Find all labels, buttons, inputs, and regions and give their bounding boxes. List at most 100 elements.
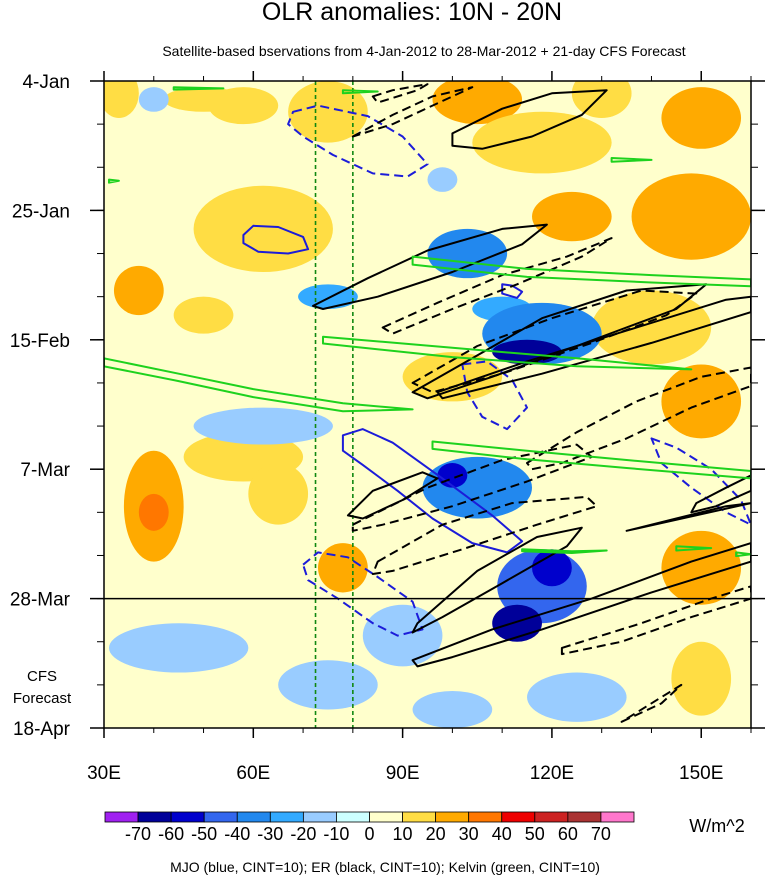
er-contour (411, 542, 751, 668)
colorbar-swatch (302, 811, 337, 823)
chart-title: OLR anomalies: 10N - 20N (262, 0, 562, 26)
anomaly-blob (183, 352, 323, 402)
er-contour (436, 295, 751, 400)
er-contour (312, 223, 548, 310)
y-tick-label: 4-Jan (22, 72, 70, 93)
anomaly-blob (173, 296, 234, 334)
axis-ticks: 30E 60E 90E 120E 150E 4-Jan 25-Jan 15-Feb 7-Mar 2… (10, 71, 765, 784)
anomaly-blob (631, 173, 751, 260)
colorbar-label: 30 (459, 824, 479, 844)
y-tick-label: 7-Mar (20, 460, 70, 481)
colorbar-units: W/m^2 (689, 816, 744, 836)
er-contour (625, 502, 751, 532)
colorbar-swatch (369, 811, 403, 823)
colorbar-label: 70 (591, 824, 611, 844)
colorbar-swatch (534, 811, 569, 823)
colorbar-swatch (104, 811, 139, 823)
er-contour (411, 289, 698, 394)
er-contour (690, 474, 751, 514)
anomaly-blob (138, 493, 169, 531)
er-contour (371, 83, 429, 104)
anomaly-blob (472, 111, 612, 174)
kelvin-contour (172, 86, 225, 91)
colorbar-swatch (435, 811, 470, 823)
anomaly-blob (288, 81, 368, 143)
anomaly-blob (412, 691, 493, 728)
colorbar-label: 40 (492, 824, 512, 844)
forecast-label-line1: CFS (27, 668, 57, 685)
er-contour (346, 471, 439, 520)
y-tick-label: 25-Jan (12, 201, 70, 222)
x-tick-label: 60E (236, 763, 270, 784)
x-tick-label: 120E (530, 763, 574, 784)
colorbar-swatch (468, 811, 503, 823)
colorbar-label: -50 (191, 824, 217, 844)
anomaly-blob (427, 167, 458, 192)
kelvin-contour (411, 255, 751, 288)
anomaly-blob (362, 604, 443, 667)
colorbar-swatch (336, 811, 370, 823)
kelvin-contour (341, 89, 379, 95)
anomaly-blob (527, 672, 627, 722)
anomaly-blob (278, 660, 378, 710)
plot-area (104, 81, 751, 728)
er-contour (451, 89, 608, 150)
colorbar-swatch (600, 811, 635, 823)
x-tick-label: 90E (386, 763, 420, 784)
colorbar-swatch (170, 811, 205, 823)
er-contour (620, 683, 683, 723)
kelvin-contour (104, 357, 414, 413)
anomaly-blob (427, 228, 508, 279)
anomaly-blob (208, 87, 279, 125)
anomaly-blob (248, 463, 309, 525)
mjo-contour (461, 360, 528, 431)
er-contour (351, 443, 593, 532)
anomaly-blob (671, 641, 732, 716)
colorbar-label: -10 (323, 824, 349, 844)
er-contour (411, 526, 583, 634)
contour-legend-footer: MJO (blue, CINT=10); ER (black, CINT=10)… (170, 859, 600, 875)
colorbar-label: -40 (224, 824, 250, 844)
kelvin-contour (431, 440, 751, 480)
wave-contour-layer (104, 83, 751, 723)
er-contour (371, 495, 598, 575)
mjo-contour (302, 551, 424, 637)
colorbar-label: 20 (426, 824, 446, 844)
colorbar-label: -30 (257, 824, 283, 844)
colorbar-swatch (269, 811, 304, 823)
kelvin-contour (735, 551, 751, 558)
anomaly-blob (661, 87, 742, 149)
er-contour (526, 366, 751, 471)
anomaly-blob (661, 364, 742, 439)
anomaly-blob (532, 191, 612, 242)
anomaly-blob (318, 543, 368, 593)
kelvin-contour (322, 335, 693, 371)
x-tick-label: 30E (87, 763, 121, 784)
anomaly-blob (104, 81, 139, 118)
colorbar-swatch (567, 811, 602, 823)
kelvin-contour (610, 157, 653, 163)
colorbar-swatch (501, 811, 536, 823)
kelvin-contour (521, 548, 608, 554)
mjo-contour (501, 283, 524, 299)
anomaly-blob (108, 623, 249, 673)
y-tick-label: 18-Apr (13, 719, 71, 740)
anomaly-blob (138, 87, 169, 112)
colorbar-label: 0 (364, 824, 374, 844)
y-tick-label: 28-Mar (10, 590, 71, 611)
anomaly-blob (591, 290, 712, 365)
anomaly-blob (193, 185, 333, 273)
mjo-contour (242, 224, 310, 255)
colorbar-label: -70 (125, 824, 151, 844)
kelvin-contour (108, 178, 120, 184)
chart-subtitle: Satellite-based bservations from 4-Jan-2… (162, 43, 685, 59)
forecast-label-line2: Forecast (13, 690, 72, 707)
er-contour (351, 86, 474, 138)
colorbar-swatch (137, 811, 172, 823)
kelvin-contour (675, 545, 713, 552)
colorbar-label: 10 (393, 824, 413, 844)
colorbar-swatch (402, 811, 437, 823)
mjo-contour (287, 104, 429, 178)
y-tick-label: 15-Feb (10, 331, 70, 352)
